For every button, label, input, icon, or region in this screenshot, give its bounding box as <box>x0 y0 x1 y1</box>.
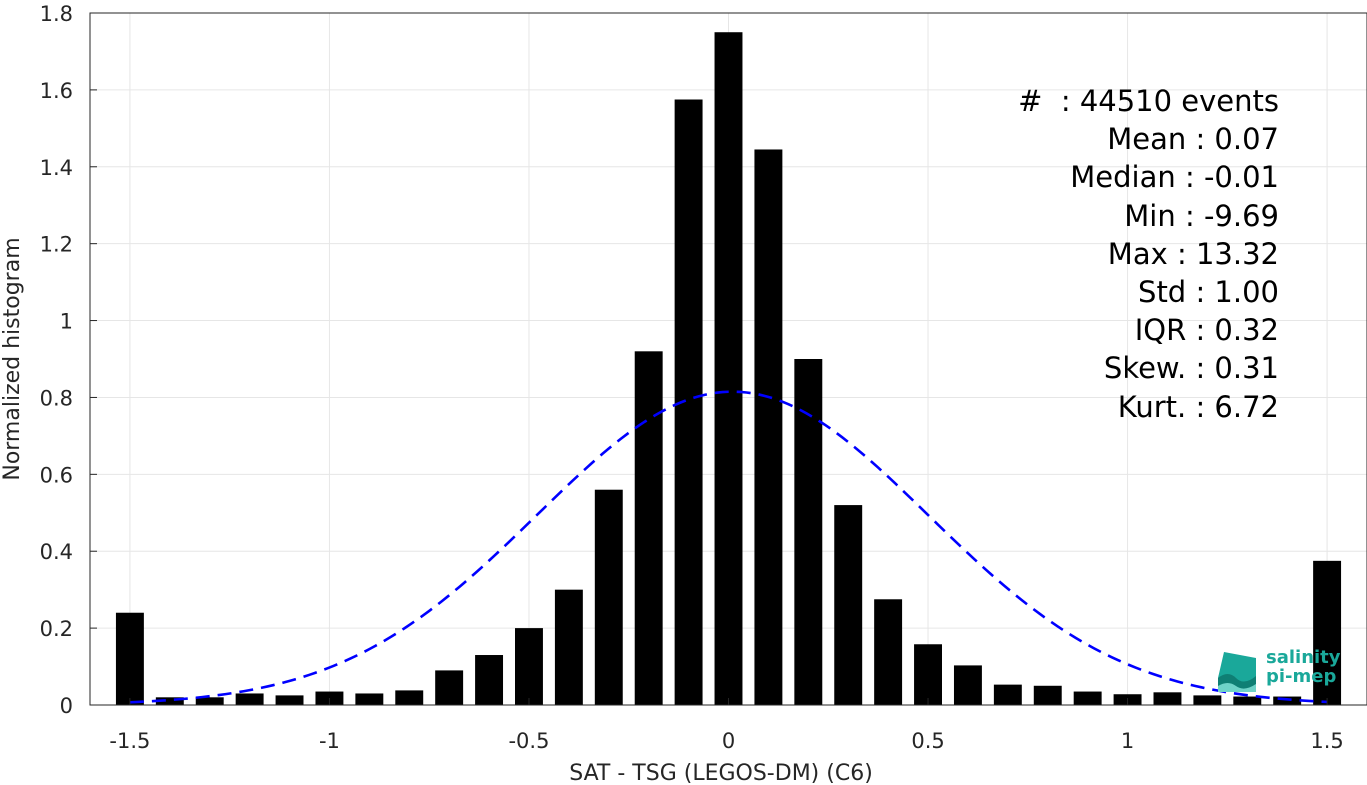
stat-row: # : 44510 events <box>1018 82 1279 120</box>
stat-row: Min : -9.69 <box>1018 197 1279 235</box>
y-axis-ticks: 0 0.2 0.4 0.6 0.8 1 1.2 1.4 1.6 1.8 <box>40 2 97 718</box>
stat-value: : -0.01 <box>1184 160 1279 195</box>
stat-row: Median : -0.01 <box>1018 158 1279 196</box>
y-tick-label: 0.6 <box>40 463 73 487</box>
stat-value: : 6.72 <box>1195 389 1279 424</box>
wave-icon <box>1218 652 1256 692</box>
histogram-bar <box>914 644 942 705</box>
stat-value: : -9.69 <box>1184 198 1279 233</box>
histogram-bar <box>355 693 384 705</box>
histogram-bar <box>435 670 464 705</box>
histogram-bar <box>1233 696 1262 705</box>
stat-label: Max <box>1107 236 1177 271</box>
histogram-bar <box>1153 692 1182 705</box>
histogram-bar <box>1033 685 1062 705</box>
stat-row: Std : 1.00 <box>1018 273 1279 311</box>
y-tick-label: 0.8 <box>40 386 73 410</box>
statistics-annotation: # : 44510 events Mean : 0.07 Median : -0.0… <box>1018 82 1279 426</box>
histogram-bar <box>1273 696 1302 705</box>
stat-value: : 1.00 <box>1195 275 1279 310</box>
y-tick-label: 1.6 <box>40 79 73 103</box>
stat-label: Min <box>1124 198 1185 233</box>
x-tick-label: 0 <box>722 729 735 753</box>
histogram-bar <box>115 612 144 705</box>
histogram-bar <box>195 697 224 705</box>
histogram-bar <box>834 505 863 705</box>
stat-row: Skew. : 0.31 <box>1018 349 1279 387</box>
histogram-bar <box>874 599 903 705</box>
histogram-bar <box>235 693 264 705</box>
stat-label: Skew. <box>1103 351 1196 386</box>
stat-label: IQR <box>1134 313 1196 348</box>
x-axis-label: SAT - TSG (LEGOS-DM) (C6) <box>569 761 873 785</box>
y-tick-label: 0 <box>60 694 73 718</box>
x-tick-label: -1 <box>319 729 340 753</box>
stat-value: : 0.07 <box>1195 122 1279 157</box>
stat-label: Std <box>1138 275 1196 310</box>
stat-value: : 44510 events <box>1060 84 1279 118</box>
stat-row: Kurt. : 6.72 <box>1018 388 1279 426</box>
normal-fit-curve <box>129 390 1328 704</box>
histogram-bar <box>634 351 663 705</box>
x-tick-label: -0.5 <box>508 729 549 753</box>
histogram-bar <box>395 690 424 705</box>
stat-label: Kurt. <box>1117 389 1196 424</box>
histogram-bar <box>1073 691 1102 705</box>
y-tick-label: 1.8 <box>40 2 73 26</box>
y-axis-label: Normalized histogram <box>0 237 25 480</box>
histogram-bar <box>1193 695 1222 705</box>
histogram-bar <box>515 628 543 705</box>
histogram-bars <box>115 32 1342 705</box>
x-tick-label: 0.5 <box>911 729 944 753</box>
stat-row: Max : 13.32 <box>1018 235 1279 273</box>
histogram-bar <box>754 149 783 705</box>
histogram-bar <box>275 695 304 705</box>
stat-label: Mean <box>1107 122 1196 157</box>
histogram-bar <box>155 697 184 705</box>
stat-label: # <box>1018 84 1061 118</box>
x-tick-label: 1.5 <box>1310 729 1343 753</box>
stat-row: Mean : 0.07 <box>1018 120 1279 158</box>
histogram-bar <box>475 655 504 705</box>
histogram-bar <box>554 589 583 705</box>
y-tick-label: 0.2 <box>40 617 73 641</box>
histogram-bar <box>1313 560 1342 705</box>
x-tick-label: 1 <box>1121 729 1134 753</box>
y-tick-label: 1.2 <box>40 233 73 257</box>
y-tick-label: 1.4 <box>40 156 73 180</box>
y-tick-label: 0.4 <box>40 540 73 564</box>
stat-value: : 0.32 <box>1195 313 1279 348</box>
stat-row: IQR : 0.32 <box>1018 311 1279 349</box>
histogram-bar <box>993 684 1022 705</box>
stat-value: : 13.32 <box>1176 236 1279 271</box>
histogram-bar <box>953 665 982 705</box>
y-tick-label: 1 <box>60 310 73 334</box>
x-tick-label: -1.5 <box>109 729 150 753</box>
histogram-bar <box>794 359 823 705</box>
stat-value: : 0.31 <box>1195 351 1279 386</box>
salinity-pi-mep-logo: salinity pi-mep <box>1216 646 1346 698</box>
stat-label: Median <box>1070 160 1185 195</box>
logo-line-1: salinity <box>1266 647 1341 668</box>
histogram-bar <box>594 489 623 705</box>
histogram-bar <box>714 32 743 705</box>
x-axis-ticks: -1.5 -1 -0.5 0 0.5 1 1.5 <box>109 698 1344 753</box>
logo-line-2: pi-mep <box>1266 666 1337 687</box>
